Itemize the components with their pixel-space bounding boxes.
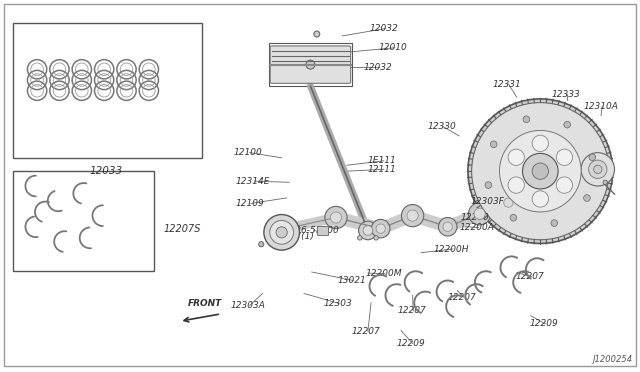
Ellipse shape <box>508 177 524 193</box>
Ellipse shape <box>468 203 491 225</box>
Text: 00926-51600: 00926-51600 <box>278 226 339 235</box>
Ellipse shape <box>330 212 342 223</box>
Text: 12330: 12330 <box>428 122 456 131</box>
Ellipse shape <box>499 193 518 212</box>
Text: 12314E: 12314E <box>235 177 269 186</box>
Bar <box>13 171 154 271</box>
Ellipse shape <box>581 153 614 186</box>
Ellipse shape <box>551 220 557 227</box>
Ellipse shape <box>363 226 372 235</box>
Ellipse shape <box>438 218 457 236</box>
Text: 12032: 12032 <box>370 24 399 33</box>
Text: FRONT: FRONT <box>188 299 222 308</box>
Ellipse shape <box>306 60 315 69</box>
Text: J1200254: J1200254 <box>593 355 633 364</box>
Ellipse shape <box>594 165 602 173</box>
Text: 12200M: 12200M <box>366 269 403 278</box>
Text: 12303A: 12303A <box>230 301 266 310</box>
Ellipse shape <box>371 219 390 238</box>
Ellipse shape <box>508 149 524 166</box>
Ellipse shape <box>472 103 609 240</box>
Ellipse shape <box>270 221 294 244</box>
Ellipse shape <box>407 210 418 221</box>
Text: 12310A: 12310A <box>583 102 618 111</box>
Ellipse shape <box>499 131 581 212</box>
Text: 12207: 12207 <box>397 307 426 315</box>
Ellipse shape <box>584 195 590 201</box>
Bar <box>269 43 352 86</box>
Text: 12032: 12032 <box>364 63 392 72</box>
Ellipse shape <box>556 177 573 193</box>
Ellipse shape <box>264 215 300 250</box>
Ellipse shape <box>474 208 485 219</box>
Text: 12303F: 12303F <box>470 197 504 206</box>
Ellipse shape <box>523 116 530 123</box>
Ellipse shape <box>564 121 571 128</box>
Text: 12010: 12010 <box>379 43 408 52</box>
Ellipse shape <box>589 154 596 161</box>
Ellipse shape <box>589 160 607 179</box>
Ellipse shape <box>532 135 548 151</box>
Ellipse shape <box>603 180 607 185</box>
Text: 12207: 12207 <box>352 327 381 336</box>
Ellipse shape <box>485 182 492 189</box>
Ellipse shape <box>358 235 362 240</box>
Ellipse shape <box>532 163 548 179</box>
Text: 12303: 12303 <box>323 299 352 308</box>
Ellipse shape <box>358 221 377 240</box>
Ellipse shape <box>510 214 516 221</box>
Ellipse shape <box>504 198 513 207</box>
Text: 12209: 12209 <box>529 320 558 328</box>
Text: 12331: 12331 <box>492 80 521 89</box>
Ellipse shape <box>374 235 378 240</box>
Text: 12033: 12033 <box>90 166 123 176</box>
Text: 1E111: 1E111 <box>368 156 397 165</box>
Text: 12207S: 12207S <box>164 224 201 234</box>
Text: 12200H: 12200H <box>434 244 469 253</box>
Ellipse shape <box>401 205 424 227</box>
Text: 12207: 12207 <box>448 293 476 302</box>
Ellipse shape <box>468 99 612 243</box>
Text: 12200: 12200 <box>461 213 489 222</box>
Text: 12100: 12100 <box>234 148 262 157</box>
Ellipse shape <box>314 31 320 37</box>
Ellipse shape <box>490 141 497 148</box>
Ellipse shape <box>276 227 287 238</box>
Text: 12109: 12109 <box>235 199 264 208</box>
Text: 13021: 13021 <box>337 276 366 285</box>
Text: 12209: 12209 <box>397 339 426 348</box>
Text: 12333: 12333 <box>551 90 580 99</box>
Ellipse shape <box>556 149 573 166</box>
Ellipse shape <box>532 191 548 207</box>
FancyBboxPatch shape <box>270 46 351 83</box>
Ellipse shape <box>376 224 385 233</box>
Bar <box>317 226 328 235</box>
Ellipse shape <box>522 153 558 189</box>
Ellipse shape <box>325 206 347 229</box>
Text: 12207: 12207 <box>515 272 544 281</box>
Text: 12200A: 12200A <box>460 223 494 232</box>
Ellipse shape <box>259 241 264 247</box>
Bar <box>13 23 202 158</box>
Ellipse shape <box>443 222 452 231</box>
Text: 12111: 12111 <box>368 165 397 174</box>
Text: KEY(1): KEY(1) <box>285 232 315 241</box>
